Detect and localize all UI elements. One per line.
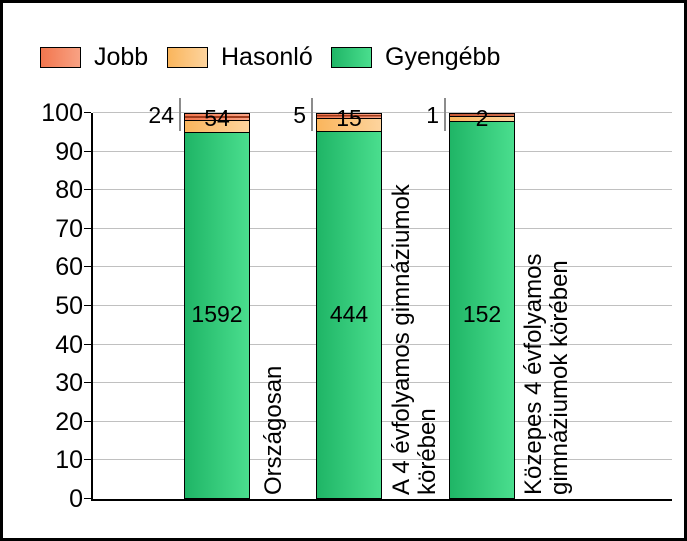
value-label-jobb-1: 5 <box>293 102 306 128</box>
segment-hasonló-1 <box>317 118 381 131</box>
legend-item-gyengebb: Gyengébb <box>331 42 501 71</box>
legend-item-hasonlo: Hasonló <box>167 42 313 71</box>
value-label-hasonlo-0: 54 <box>204 105 230 131</box>
segment-jobb-1 <box>317 114 381 119</box>
bar-category-2 <box>449 113 515 499</box>
gridline-100 <box>93 112 672 113</box>
y-axis-label-70: 70 <box>55 214 83 243</box>
segment-jobb-2 <box>450 114 514 117</box>
segment-gyengébb-1 <box>317 130 381 498</box>
jobb-leader-tick-0 <box>179 98 181 131</box>
y-axis-label-40: 40 <box>55 330 83 359</box>
gridline-60 <box>93 266 672 268</box>
value-label-gyengebb-1: 444 <box>329 301 369 327</box>
value-label-gyengebb-2: 152 <box>462 301 502 327</box>
y-axis-tick-0 <box>84 498 91 499</box>
plot-area: 24 54 1592 Országosan 5 15 444 A 4 évfolyamos g… <box>84 98 672 501</box>
category-label-2: Közepes 4 évfolyamos gimnáziumok körében <box>520 253 573 495</box>
y-axis-label-90: 90 <box>55 137 83 166</box>
legend-label-hasonlo: Hasonló <box>221 42 313 71</box>
y-axis-label-0: 0 <box>69 485 83 513</box>
y-axis-tick-60 <box>84 266 91 268</box>
gridline-30 <box>93 382 672 384</box>
value-label-hasonlo-2: 2 <box>475 105 489 131</box>
value-label-gyengebb-0: 1592 <box>191 301 243 327</box>
y-axis-tick-100 <box>84 112 91 113</box>
jobb-leader-tick-1 <box>311 98 313 131</box>
legend-item-jobb: Jobb <box>40 42 149 71</box>
y-axis-label-60: 60 <box>55 253 83 282</box>
y-axis-label-50: 50 <box>55 292 83 320</box>
y-axis-tick-90 <box>84 150 91 152</box>
gridline-10 <box>93 459 672 461</box>
value-label-jobb-0: 24 <box>148 102 174 128</box>
y-axis-tick-50 <box>84 305 91 306</box>
y-axis-label-10: 10 <box>55 446 83 475</box>
y-axis-label-30: 30 <box>55 369 83 398</box>
bar-category-1 <box>316 113 382 499</box>
bar-category-0 <box>184 113 250 499</box>
y-axis-tick-30 <box>84 382 91 384</box>
gridline-70 <box>93 227 672 229</box>
legend-color-swatch-jobb <box>40 46 81 68</box>
category-label-0: Országosan <box>260 365 287 495</box>
segment-hasonló-0 <box>185 119 249 132</box>
jobb-leader-tick-2 <box>444 98 446 131</box>
gridline-50 <box>93 305 672 306</box>
gridline-40 <box>93 343 672 345</box>
y-axis-label-80: 80 <box>55 176 83 205</box>
value-label-jobb-2: 1 <box>426 102 439 128</box>
y-axis-label-100: 100 <box>41 99 83 127</box>
gridline-20 <box>93 420 672 422</box>
segment-gyengébb-0 <box>185 131 249 498</box>
segment-jobb-0 <box>185 114 249 120</box>
gridline-90 <box>93 150 672 152</box>
value-label-hasonlo-1: 15 <box>336 105 362 131</box>
gridline-80 <box>93 189 672 191</box>
y-axis-tick-40 <box>84 343 91 345</box>
y-axis-label-20: 20 <box>55 407 83 436</box>
y-axis-tick-80 <box>84 189 91 191</box>
y-axis-tick-10 <box>84 459 91 461</box>
category-label-1: A 4 évfolyamos gimnáziumok körében <box>388 184 441 495</box>
y-axis-tick-70 <box>84 227 91 229</box>
legend-color-swatch-gyengebb <box>331 46 372 68</box>
y-axis-tick-20 <box>84 420 91 422</box>
legend-label-gyengebb: Gyengébb <box>385 42 501 71</box>
segment-gyengébb-2 <box>450 121 514 498</box>
segment-hasonló-2 <box>450 116 514 122</box>
legend-color-swatch-hasonlo <box>167 46 208 68</box>
legend-label-jobb: Jobb <box>94 42 149 71</box>
